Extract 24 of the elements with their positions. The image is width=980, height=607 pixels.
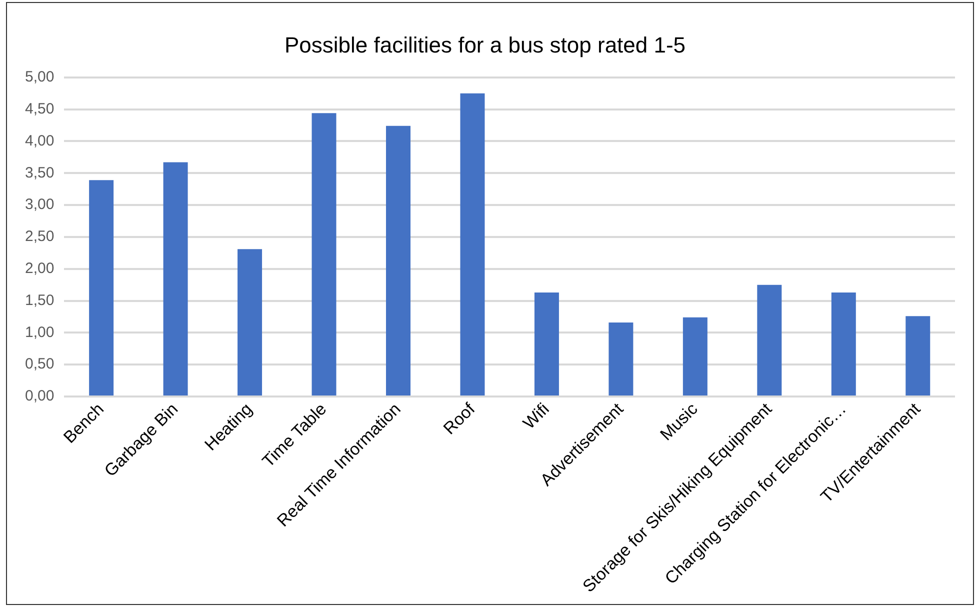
y-tick-label: 2,50 bbox=[24, 228, 54, 246]
bar bbox=[682, 317, 708, 396]
chart-title: Possible facilities for a bus stop rated 1-5 bbox=[284, 32, 686, 58]
bar bbox=[831, 292, 856, 396]
bar bbox=[89, 180, 114, 396]
bar bbox=[608, 322, 634, 396]
bar bbox=[460, 93, 485, 396]
bar bbox=[757, 284, 782, 396]
bar bbox=[312, 113, 336, 396]
y-tick-label: 0,00 bbox=[24, 388, 54, 405]
bar bbox=[386, 126, 410, 396]
y-tick-label: 1,50 bbox=[24, 292, 54, 309]
y-tick-label: 4,50 bbox=[24, 100, 54, 118]
y-tick-label: 4,00 bbox=[24, 132, 54, 150]
y-tick-label: 0,50 bbox=[24, 356, 54, 373]
bar bbox=[906, 316, 930, 396]
y-tick-label: 3,50 bbox=[24, 164, 54, 182]
bar bbox=[534, 292, 559, 396]
y-tick-label: 5,00 bbox=[24, 68, 54, 86]
y-tick-label: 3,00 bbox=[24, 196, 54, 214]
bar bbox=[238, 249, 262, 396]
y-tick-label: 1,00 bbox=[24, 324, 54, 341]
y-tick-label: 2,00 bbox=[24, 260, 54, 278]
bar bbox=[163, 162, 188, 396]
